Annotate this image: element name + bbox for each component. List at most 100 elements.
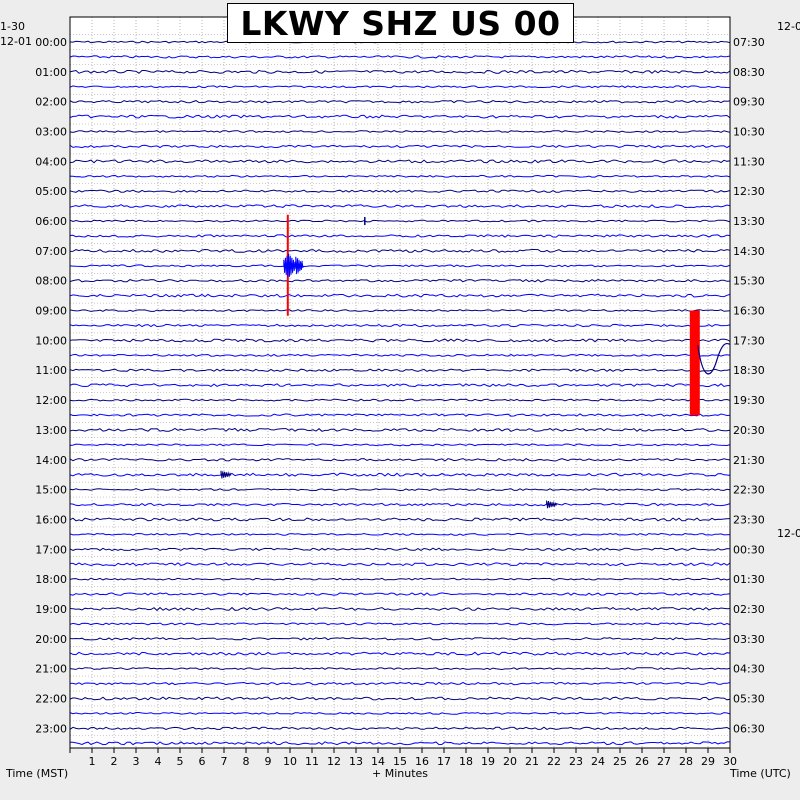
first-row-date: 12-01 (0, 35, 32, 48)
trace-row-1 (69, 55, 731, 59)
trace-row-35 (69, 562, 731, 567)
right-time-label: 14:30 (733, 245, 765, 258)
x-tick-label: 19 (481, 755, 495, 768)
right-time-label: 13:30 (733, 215, 765, 228)
left-time-label: 10:00 (35, 334, 67, 347)
trace-row-8 (69, 159, 731, 164)
right-time-label: 02:30 (733, 603, 765, 616)
right-time-label: 01:30 (733, 573, 765, 586)
x-tick-label: 21 (525, 755, 539, 768)
right-mid-date: 12-0 (777, 527, 800, 540)
trace-row-5 (69, 114, 731, 119)
trace-row-44 (69, 696, 731, 701)
left-time-label: 21:00 (35, 663, 67, 676)
trace-row-34 (69, 547, 731, 551)
trace-row-47 (69, 741, 730, 746)
left-time-label: 12:00 (35, 394, 67, 407)
x-tick-label: 16 (415, 755, 429, 768)
left-time-label: 04:00 (35, 155, 67, 168)
right-time-label: 22:30 (733, 484, 765, 497)
x-tick-label: 25 (613, 755, 627, 768)
trace-row-20 (69, 338, 731, 343)
x-tick-label: 2 (111, 755, 118, 768)
x-tick-label: 3 (133, 755, 140, 768)
left-time-label: 19:00 (35, 603, 67, 616)
left-time-label: 01:00 (35, 66, 67, 79)
trace-row-26 (69, 427, 731, 432)
x-tick-label: 15 (393, 755, 407, 768)
trace-row-15 (69, 264, 731, 268)
right-time-label: 18:30 (733, 364, 765, 377)
x-tick-label: 14 (371, 755, 385, 768)
seismic-traces (69, 40, 731, 746)
trace-row-31 (69, 502, 731, 507)
x-axis-label: + Minutes (372, 767, 429, 780)
event-small (546, 500, 557, 509)
top-left-date: 1-30 (0, 20, 25, 33)
trace-row-33 (69, 532, 731, 536)
x-tick-label: 20 (503, 755, 517, 768)
x-tick-label: 17 (437, 755, 451, 768)
x-tick-label: 13 (349, 755, 363, 768)
right-axis-label: Time (UTC) (730, 767, 791, 780)
right-time-label: 12:30 (733, 185, 765, 198)
trace-row-46 (69, 726, 731, 731)
x-tick-label: 30 (723, 755, 737, 768)
right-time-label: 19:30 (733, 394, 765, 407)
right-time-label: 06:30 (733, 722, 765, 735)
x-tick-label: 4 (155, 755, 162, 768)
left-time-label: 17:00 (35, 543, 67, 556)
left-time-label: 18:00 (35, 573, 67, 586)
trace-row-29 (69, 472, 731, 477)
x-tick-label: 27 (657, 755, 671, 768)
trace-row-23 (69, 383, 731, 388)
trace-row-6 (69, 130, 731, 133)
trace-row-45 (69, 711, 731, 715)
trace-row-13 (69, 234, 731, 238)
x-tick-label: 26 (635, 755, 649, 768)
left-time-label: 14:00 (35, 454, 67, 467)
right-time-label: 00:30 (733, 543, 765, 556)
event-waveform-coda (295, 256, 304, 275)
x-tick-label: 11 (305, 755, 319, 768)
left-time-label: 07:00 (35, 245, 67, 258)
trace-row-7 (69, 144, 731, 149)
left-time-label: 05:00 (35, 185, 67, 198)
left-time-label: 09:00 (35, 305, 67, 318)
x-axis-ticks: 1 2 3 4 5 6 7 8 9 10 11 12 13 14 15 16 17 18 19 20 21 22 23 24 2… (69, 748, 737, 768)
grid-lines (70, 17, 730, 748)
x-tick-label: 6 (199, 755, 206, 768)
x-tick-label: 18 (459, 755, 473, 768)
trace-row-10 (69, 189, 731, 193)
trace-row-4 (69, 99, 731, 104)
left-time-label: 06:00 (35, 215, 67, 228)
x-tick-label: 10 (283, 755, 297, 768)
right-time-label: 20:30 (733, 424, 765, 437)
right-time-label: 15:30 (733, 275, 765, 288)
right-time-labels: 07:30 08:30 09:30 10:30 11:30 12:30 13:30 14:30… (733, 36, 765, 735)
trace-row-38 (69, 606, 731, 612)
right-time-label: 04:30 (733, 663, 765, 676)
trace-row-43 (69, 681, 731, 686)
event-long-period-swing (697, 342, 731, 375)
trace-row-39 (69, 622, 731, 626)
right-time-label: 10:30 (733, 126, 765, 139)
trace-row-40 (69, 637, 731, 641)
event-small (220, 470, 232, 479)
left-time-label: 16:00 (35, 513, 67, 526)
left-time-label: 20:00 (35, 633, 67, 646)
left-time-label: 03:00 (35, 126, 67, 139)
left-time-label: 02:00 (35, 96, 67, 109)
trace-row-16 (69, 279, 731, 283)
trace-row-27 (69, 443, 731, 447)
left-time-label: 23:00 (35, 722, 67, 735)
right-time-label: 17:30 (733, 334, 765, 347)
trace-row-37 (69, 592, 731, 596)
right-time-label: 23:30 (733, 513, 765, 526)
left-time-label: 22:00 (35, 692, 67, 705)
trace-row-12 (69, 219, 731, 223)
x-tick-label: 23 (569, 755, 583, 768)
trace-row-2 (69, 69, 731, 74)
x-tick-label: 5 (177, 755, 184, 768)
